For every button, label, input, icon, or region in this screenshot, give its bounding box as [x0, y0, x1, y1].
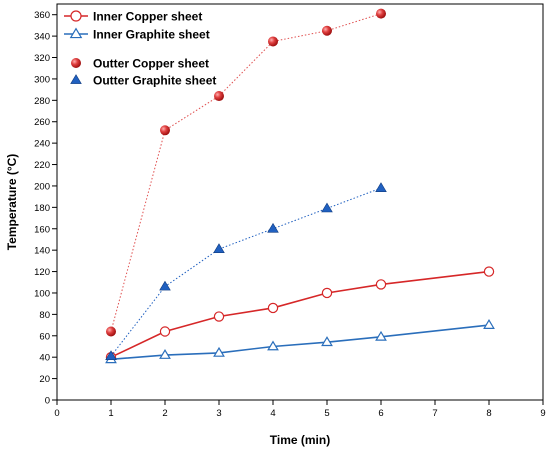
x-tick-label: 8	[486, 408, 491, 419]
data-point	[160, 125, 170, 136]
legend-item: Outter Copper sheet	[71, 57, 209, 71]
legend-item: Inner Graphite sheet	[64, 28, 210, 42]
legend: Inner Copper sheet Inner Graphite sheet Ou…	[64, 10, 216, 88]
y-tick-label: 160	[34, 224, 50, 235]
series-2	[105, 319, 495, 364]
data-point	[159, 280, 171, 291]
data-point	[213, 243, 225, 253]
legend-label: Inner Copper sheet	[93, 10, 202, 24]
y-axis-title: Temperature (°C)	[5, 154, 19, 251]
series-line	[110, 13, 382, 332]
y-tick-label: 20	[39, 374, 50, 385]
y-tick-label: 180	[34, 203, 50, 214]
series-line	[110, 187, 382, 357]
y-tick-label: 280	[34, 96, 50, 107]
data-point	[483, 319, 495, 329]
data-point	[267, 302, 279, 314]
series-1	[105, 266, 495, 363]
axes	[56, 3, 544, 401]
x-axis-title: Time (min)	[270, 433, 330, 447]
legend-marker	[70, 10, 82, 22]
legend-label: Outter Copper sheet	[93, 57, 209, 71]
data-point	[213, 346, 225, 357]
data-point	[106, 326, 116, 337]
legend-label: Inner Graphite sheet	[93, 28, 210, 42]
y-axis-ticks: 0 20 40 60 80 100 120 140 160 180 200 220 240 260 280 3…	[34, 10, 57, 407]
x-tick-label: 1	[108, 408, 113, 419]
data-point	[105, 350, 117, 360]
legend-item: Inner Copper sheet	[64, 10, 202, 24]
data-point	[159, 349, 171, 359]
data-point	[321, 336, 333, 347]
y-tick-label: 360	[34, 10, 50, 21]
data-point	[214, 91, 224, 102]
x-tick-label: 4	[270, 408, 275, 419]
legend-marker	[70, 74, 82, 84]
series-4	[105, 182, 387, 360]
x-tick-label: 2	[162, 408, 167, 419]
x-tick-label: 6	[378, 408, 383, 419]
data-point	[375, 182, 387, 192]
y-tick-label: 200	[34, 181, 50, 192]
y-tick-label: 240	[34, 139, 50, 150]
y-tick-label: 100	[34, 288, 50, 299]
data-point	[268, 36, 278, 47]
x-tick-label: 3	[216, 408, 221, 419]
x-tick-label: 9	[540, 408, 545, 419]
legend-item: Outter Graphite sheet	[70, 74, 216, 88]
y-tick-label: 260	[34, 117, 50, 128]
data-point	[375, 330, 387, 341]
x-tick-label: 7	[432, 408, 437, 419]
legend-marker	[69, 27, 83, 39]
data-point	[322, 25, 332, 36]
y-tick-label: 140	[34, 246, 50, 257]
legend-marker	[71, 58, 81, 68]
legend-label: Outter Graphite sheet	[93, 74, 216, 88]
y-tick-label: 40	[39, 353, 50, 364]
data-point	[267, 222, 279, 233]
x-tick-label: 0	[54, 408, 59, 419]
data-point	[376, 8, 386, 19]
y-tick-label: 320	[34, 53, 50, 64]
data-point	[321, 287, 333, 299]
y-tick-label: 300	[34, 74, 50, 85]
y-tick-label: 80	[39, 310, 50, 321]
series-3	[106, 8, 386, 337]
series-layer	[105, 8, 495, 364]
data-point	[321, 202, 333, 213]
y-tick-label: 120	[34, 267, 50, 278]
data-point	[267, 340, 279, 351]
y-tick-label: 340	[34, 32, 50, 43]
x-tick-label: 5	[324, 408, 329, 419]
data-point	[159, 326, 171, 337]
data-point	[375, 279, 387, 290]
y-tick-label: 220	[34, 160, 50, 171]
data-point	[483, 266, 495, 277]
y-tick-label: 60	[39, 331, 50, 342]
y-tick-label: 0	[45, 396, 50, 407]
plot-frame	[56, 3, 544, 401]
data-point	[213, 311, 225, 322]
x-axis-ticks: 0 1 2 3 4 5 6 7 8 9	[54, 400, 546, 419]
